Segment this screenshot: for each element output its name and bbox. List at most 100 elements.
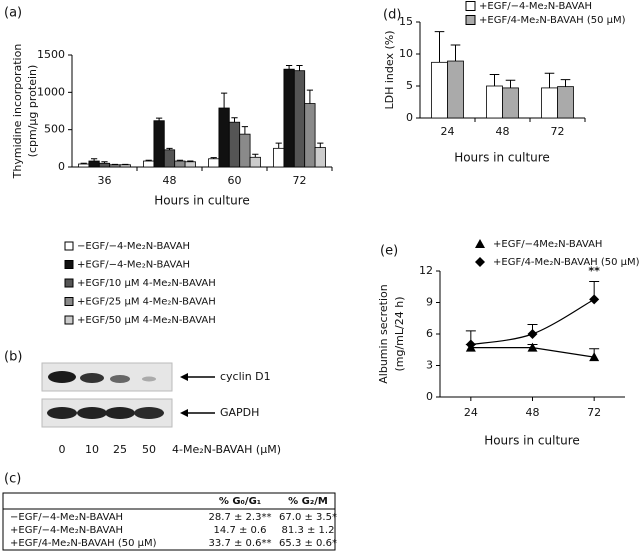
legend-label: +EGF/−4-Me₂N-BAVAH <box>77 260 190 271</box>
legend-label: −EGF/−4-Me₂N-BAVAH <box>77 241 190 252</box>
bar <box>119 164 131 168</box>
x-tick-label: 48 <box>526 406 540 419</box>
error-bar <box>285 64 293 70</box>
table-frame <box>2 492 336 551</box>
legend-swatch <box>64 260 74 269</box>
table-cell: 67.0 ± 3.5* <box>279 512 337 523</box>
error-bar <box>231 117 238 123</box>
bar <box>109 164 121 168</box>
table-cell: 65.3 ± 0.6* <box>279 538 337 549</box>
x-tick-label: 36 <box>98 174 112 187</box>
x-axis-label: Hours in culture <box>484 434 580 448</box>
bar <box>314 147 326 168</box>
y-axis-label: Albumin secretion <box>377 284 390 383</box>
legend-label: +EGF/25 μM 4-Me₂N-BAVAH <box>77 297 216 308</box>
table-cell: −EGF/−4-Me₂N-BAVAH <box>10 512 123 523</box>
legend-label: +EGF/−4-Me₂N-BAVAH <box>479 1 592 12</box>
table-cell: +EGF/−4-Me₂N-BAVAH <box>10 525 123 536</box>
table-cell: 28.7 ± 2.3** <box>209 512 272 523</box>
bar <box>283 68 295 168</box>
legend-swatch <box>64 315 74 325</box>
y-tick-label: 0 <box>58 160 65 173</box>
arrow-head <box>180 409 188 417</box>
legend-swatch <box>465 15 476 25</box>
error-bar <box>252 153 259 158</box>
error-bar <box>275 142 282 149</box>
table-header: % G₀/G₁ <box>219 496 261 507</box>
y-tick-label: 9 <box>426 296 433 309</box>
x-tick-label: 72 <box>551 125 565 138</box>
table-cell: 14.7 ± 0.6 <box>214 525 267 536</box>
legend-label: +EGF/10 μM 4-Me₂N-BAVAH <box>77 278 216 289</box>
error-bar <box>489 73 500 86</box>
marker <box>589 294 600 305</box>
bar <box>502 87 519 119</box>
band-label: cyclin D1 <box>220 370 271 383</box>
bar <box>431 61 448 119</box>
y-axis-label: LDH index (%) <box>383 31 396 110</box>
error-bar <box>317 142 324 148</box>
y-tick-label: 1000 <box>37 85 65 98</box>
lane-label: 25 <box>113 443 127 456</box>
y-tick-label: 500 <box>44 123 65 136</box>
panel-label: (e) <box>380 244 398 259</box>
bar <box>184 161 196 168</box>
x-tick-label: 48 <box>163 174 177 187</box>
table-cell: 81.3 ± 1.2 <box>282 525 335 536</box>
panel-label: (c) <box>4 472 21 487</box>
marker <box>527 329 538 339</box>
x-tick-label: 48 <box>496 125 510 138</box>
lane-label: 50 <box>142 443 156 456</box>
bar <box>163 149 176 168</box>
band-label: GAPDH <box>220 406 259 419</box>
x-tick-label: 24 <box>464 406 478 419</box>
legend-label: +EGF/4-Me₂N-BAVAH (50 μM) <box>493 257 640 268</box>
y-tick-label: 3 <box>426 359 433 372</box>
error-bar <box>505 79 516 88</box>
legend-marker <box>475 257 485 267</box>
bar <box>273 147 285 168</box>
error-bar <box>544 72 555 88</box>
bar <box>153 120 165 168</box>
bar <box>541 87 558 119</box>
y-tick-label: 1500 <box>37 48 65 61</box>
lane-title: 4-Me₂N-BAVAH (μM) <box>172 443 281 456</box>
legend-marker <box>475 239 485 248</box>
x-axis-label: Hours in culture <box>154 194 250 208</box>
bar <box>486 85 503 119</box>
x-tick-label: 72 <box>587 406 601 419</box>
lane-label: 10 <box>85 443 99 456</box>
legend-swatch <box>64 241 74 251</box>
blot-band <box>110 375 130 383</box>
annotation: ** <box>588 265 600 278</box>
table-cell: +EGF/4-Me₂N-BAVAH (50 μM) <box>10 538 157 549</box>
error-bar <box>450 44 461 62</box>
legend-swatch <box>465 1 476 11</box>
error-bar <box>296 64 303 71</box>
panel-label: (d) <box>383 8 401 23</box>
bar <box>228 121 241 168</box>
legend-swatch <box>64 278 74 288</box>
blot-band <box>105 407 135 419</box>
y-tick-label: 6 <box>426 327 433 340</box>
legend-label: +EGF/50 μM 4-Me₂N-BAVAH <box>77 315 216 326</box>
error-bar <box>560 79 571 87</box>
x-axis-label: Hours in culture <box>454 151 550 165</box>
y-axis-label: (mg/mL/24 h) <box>393 296 406 371</box>
bar <box>78 163 90 168</box>
x-tick-label: 72 <box>293 174 307 187</box>
blot-band <box>142 376 156 382</box>
blot-band <box>48 371 76 383</box>
bar <box>208 158 220 168</box>
bar <box>98 162 111 168</box>
y-tick-label: 0 <box>406 111 413 124</box>
y-axis-label: Thymidine incorporation <box>11 44 24 180</box>
error-bar <box>306 89 314 104</box>
marker <box>589 352 600 362</box>
bar <box>239 133 251 168</box>
y-tick-label: 12 <box>419 264 433 277</box>
y-tick-label: 5 <box>406 79 413 92</box>
x-tick-label: 60 <box>228 174 242 187</box>
bar <box>304 103 316 168</box>
